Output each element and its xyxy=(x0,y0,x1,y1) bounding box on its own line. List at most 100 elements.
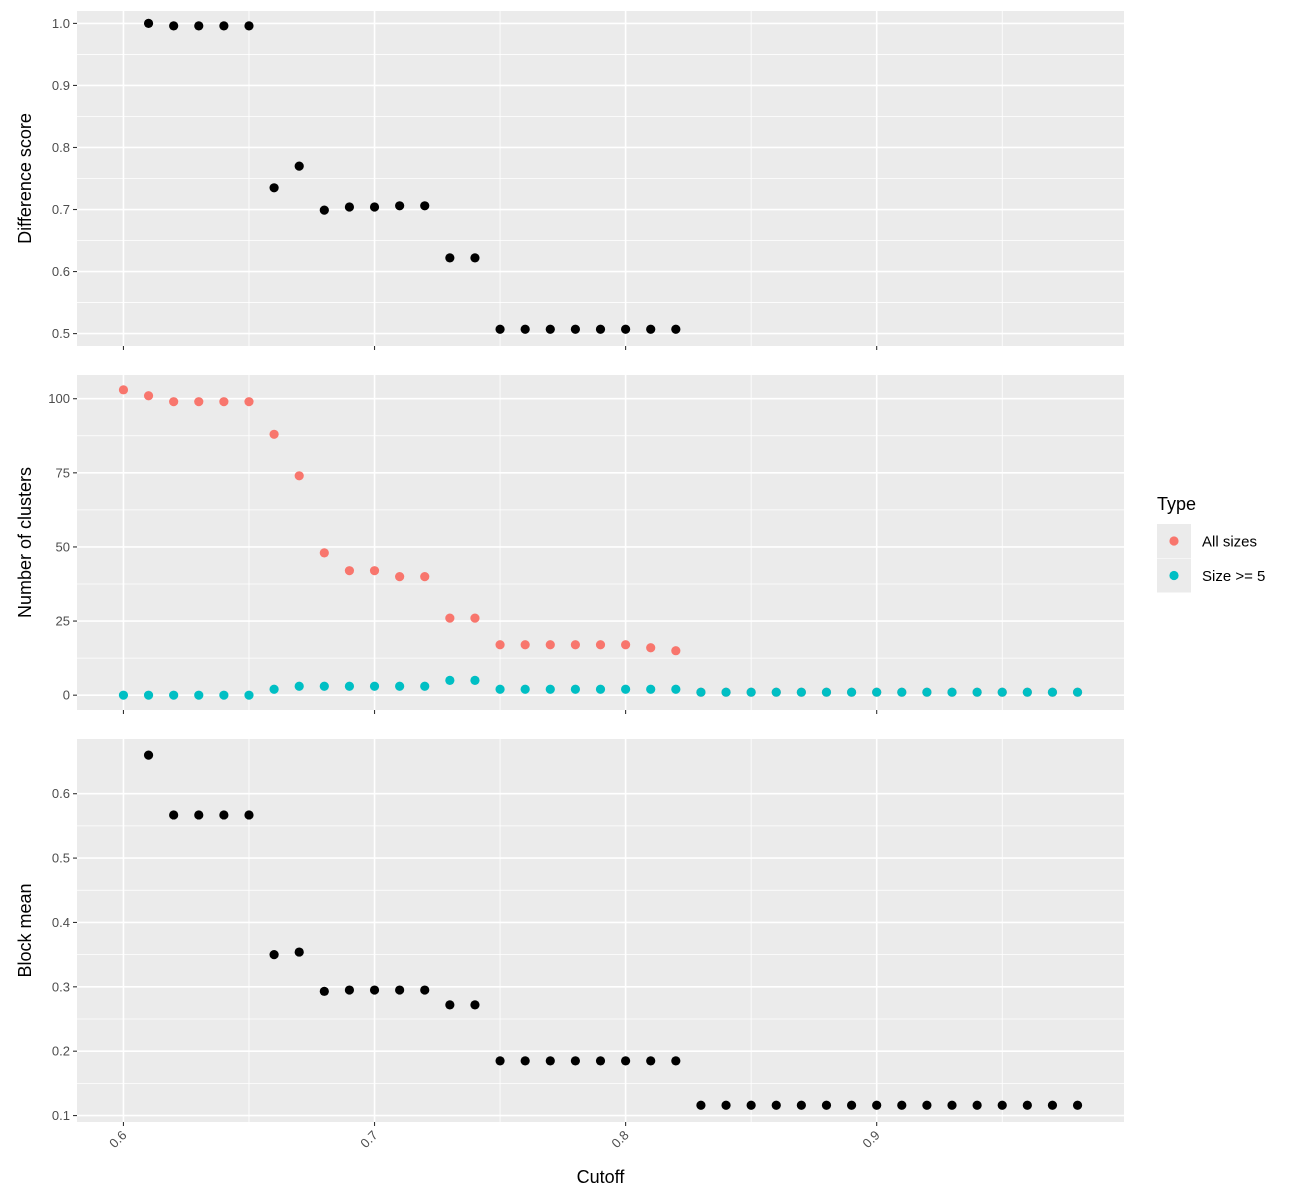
data-point xyxy=(294,471,304,481)
data-point xyxy=(595,324,606,334)
data-point xyxy=(796,1100,806,1110)
series-size-5 xyxy=(118,675,1083,700)
data-point xyxy=(545,684,555,694)
data-point xyxy=(746,1100,756,1110)
x-tick-label: 0.8 xyxy=(608,1128,631,1151)
y-tick-label: 0.8 xyxy=(52,140,70,155)
data-point xyxy=(319,681,329,691)
data-point xyxy=(219,810,229,820)
data-point xyxy=(897,1100,907,1110)
data-point xyxy=(545,1056,555,1066)
data-point xyxy=(420,985,430,995)
data-point xyxy=(570,640,580,650)
data-point xyxy=(997,687,1007,697)
y-tick-label: 0 xyxy=(63,688,70,703)
data-point xyxy=(671,1056,681,1066)
data-point xyxy=(621,684,631,694)
data-point xyxy=(646,1056,656,1066)
data-point xyxy=(420,571,430,582)
y-axis-title: Number of clusters xyxy=(15,467,35,618)
data-point xyxy=(972,687,982,697)
data-point xyxy=(244,810,254,820)
data-point xyxy=(169,690,179,700)
y-tick-label: 100 xyxy=(48,391,70,406)
data-point xyxy=(344,202,355,212)
data-point xyxy=(344,985,355,995)
legend-label: All sizes xyxy=(1202,534,1257,551)
data-point xyxy=(671,324,681,334)
data-point xyxy=(194,810,204,820)
data-point xyxy=(646,324,656,334)
data-point xyxy=(219,21,229,31)
y-tick-label: 0.9 xyxy=(52,78,70,93)
data-point xyxy=(219,690,229,700)
data-point xyxy=(369,985,380,995)
data-point xyxy=(520,640,530,650)
data-point xyxy=(570,324,580,334)
y-tick-label: 50 xyxy=(56,539,70,554)
data-point xyxy=(194,690,204,700)
data-point xyxy=(294,161,304,171)
data-point xyxy=(369,202,380,212)
data-point xyxy=(369,681,380,691)
data-point xyxy=(143,690,154,700)
data-point xyxy=(244,21,254,31)
data-point xyxy=(194,397,204,407)
data-point xyxy=(696,1100,706,1110)
data-point xyxy=(1022,687,1032,697)
data-point xyxy=(570,684,580,694)
data-point xyxy=(771,687,781,697)
data-point xyxy=(821,1100,832,1110)
data-point xyxy=(319,205,329,215)
data-point xyxy=(671,646,681,656)
data-point xyxy=(721,687,731,697)
data-point xyxy=(520,684,530,694)
data-point xyxy=(269,950,279,960)
data-point xyxy=(846,1100,857,1110)
x-axis-title: Cutoff xyxy=(577,1167,626,1187)
data-point xyxy=(118,385,129,395)
data-point xyxy=(269,183,279,193)
data-point xyxy=(118,690,129,700)
data-point xyxy=(595,1056,606,1066)
x-tick-label: 0.9 xyxy=(859,1128,882,1151)
data-point xyxy=(294,681,304,691)
panel-1: 0.5 0.6 0.7 0.8 0.9 1.0 Difference score xyxy=(15,11,1124,350)
data-point xyxy=(244,397,254,407)
data-point xyxy=(470,253,480,263)
data-point xyxy=(269,429,279,439)
data-point xyxy=(872,1100,882,1110)
data-point xyxy=(319,548,329,558)
y-tick-label: 75 xyxy=(56,465,70,480)
data-point xyxy=(420,201,430,211)
data-point xyxy=(520,324,530,334)
y-axis-title: Block mean xyxy=(15,883,35,977)
data-point xyxy=(369,566,380,576)
series-values xyxy=(143,750,1083,1110)
y-tick-label: 0.3 xyxy=(52,979,70,994)
data-point xyxy=(420,681,430,691)
panel-2: 0 25 50 75 100 Number of clusters xyxy=(15,375,1124,714)
data-point xyxy=(1072,1100,1083,1110)
data-point xyxy=(696,687,706,697)
data-point xyxy=(646,684,656,694)
data-point xyxy=(897,687,907,697)
data-point xyxy=(520,1056,530,1066)
data-point xyxy=(169,397,179,407)
data-point xyxy=(1072,687,1083,697)
data-point xyxy=(595,640,606,650)
data-point xyxy=(646,643,656,653)
data-point xyxy=(495,684,505,694)
data-point xyxy=(846,687,857,697)
data-point xyxy=(470,1000,480,1010)
y-tick-label: 0.6 xyxy=(52,264,70,279)
legend-label: Size >= 5 xyxy=(1202,568,1265,585)
y-tick-label: 0.1 xyxy=(52,1108,70,1123)
data-point xyxy=(445,613,455,623)
data-point xyxy=(545,324,555,334)
data-point xyxy=(1022,1100,1032,1110)
y-tick-label: 0.2 xyxy=(52,1044,70,1059)
data-point xyxy=(395,681,405,691)
data-point xyxy=(721,1100,731,1110)
series-values xyxy=(143,18,681,334)
